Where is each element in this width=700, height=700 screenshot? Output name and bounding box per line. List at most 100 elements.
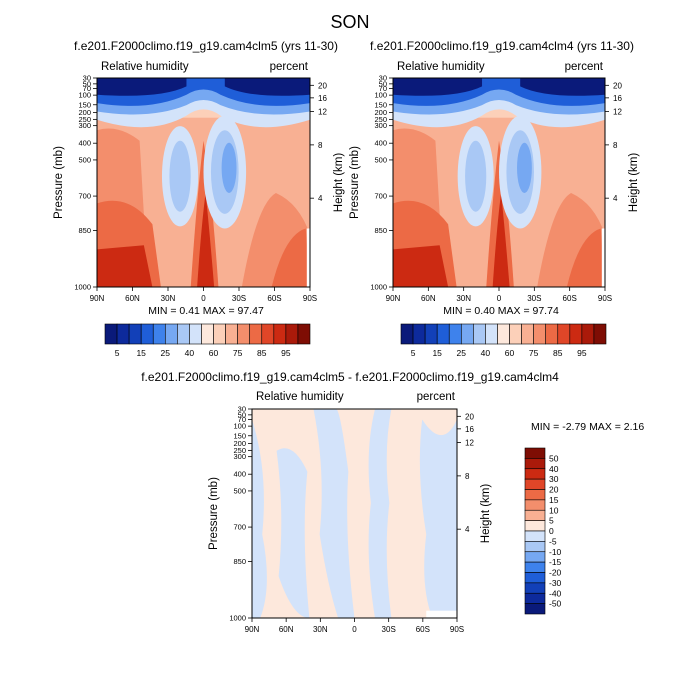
colorbar-swatch	[249, 323, 263, 345]
x-tick-label: 90N	[245, 625, 260, 634]
y-tick-label: 700	[78, 192, 91, 201]
y-right-tick-label: 4	[318, 194, 323, 203]
colorbar-label: 95	[281, 348, 291, 358]
colorbar-swatch	[412, 323, 426, 345]
y-tick-label: 50	[379, 79, 387, 88]
x-tick-label: 60S	[416, 625, 430, 634]
colorbar-swatch	[524, 509, 546, 521]
panel-title: f.e201.F2000climo.f19_g19.cam4clm4 (yrs …	[370, 39, 634, 53]
x-tick-label: 30N	[313, 625, 328, 634]
colorbar-swatch	[524, 561, 546, 573]
colorbar-swatch	[116, 323, 130, 345]
colorbar-swatch	[509, 323, 522, 345]
y-tick-label: 70	[379, 84, 387, 93]
colorbar-swatch	[261, 323, 275, 345]
colorbar-label: 85	[257, 348, 267, 358]
y-tick-label: 100	[78, 91, 91, 100]
panel-title: f.e201.F2000climo.f19_g19.cam4clm5 - f.e…	[141, 370, 559, 384]
y-axis-title: Pressure (mb)	[208, 477, 220, 550]
y-right-tick-label: 4	[613, 194, 618, 203]
colorbar-label: 40	[185, 348, 195, 358]
colorbar-swatch	[524, 551, 546, 563]
colorbar-swatch	[297, 323, 311, 345]
field-itcz-core	[197, 192, 215, 287]
colorbar-swatch	[460, 323, 474, 345]
field-subsidence-sh-core	[517, 142, 532, 193]
colorbar-label: 40	[549, 464, 559, 474]
field-nh-surface-dark	[97, 245, 153, 287]
colorbar-label: 60	[505, 348, 515, 358]
units-label: percent	[565, 61, 604, 73]
y-tick-label: 1000	[74, 283, 91, 292]
x-tick-label: 90S	[303, 294, 317, 303]
colorbar-swatch	[524, 499, 546, 511]
x-tick-label: 0	[352, 625, 357, 634]
y-tick-label: 500	[233, 486, 246, 495]
colorbar-label: 5	[411, 348, 416, 358]
y-tick-label: 500	[374, 155, 387, 164]
colorbar-label: 75	[233, 348, 243, 358]
colorbar-label: 30	[549, 474, 559, 484]
colorbar-swatch	[152, 323, 166, 345]
colorbar-label: -30	[549, 578, 562, 588]
y-tick-label: 1000	[229, 614, 246, 623]
y-tick-label: 850	[374, 226, 387, 235]
colorbar-swatch	[177, 323, 190, 345]
x-tick-label: 30S	[382, 625, 396, 634]
y-right-tick-label: 12	[318, 107, 327, 116]
colorbar-swatch	[569, 323, 583, 345]
field-sh-surface	[566, 228, 605, 287]
x-tick-label: 90N	[90, 294, 105, 303]
y-tick-label: 30	[238, 405, 246, 414]
colorbar-swatch	[400, 323, 414, 345]
colorbar-swatch	[436, 323, 450, 345]
contour-field	[252, 409, 457, 618]
y-tick-label: 850	[233, 557, 246, 566]
x-tick-label: 30N	[161, 294, 176, 303]
y-tick-label: 300	[78, 121, 91, 130]
min-max-stats: MIN = 0.41 MAX = 97.47	[148, 305, 264, 317]
y-right-tick-label: 16	[465, 425, 474, 434]
y-tick-label: 30	[83, 74, 91, 83]
variable-label: Relative humidity	[397, 61, 485, 73]
colorbar: 5 15 25 40 60 75 85 95	[104, 323, 311, 358]
panel-title: f.e201.F2000climo.f19_g19.cam4clm5 (yrs …	[74, 39, 338, 53]
colorbar-swatch	[557, 323, 571, 345]
field-upper-sh-dry	[520, 78, 605, 96]
x-tick-label: 90S	[450, 625, 464, 634]
colorbar: 5 15 25 40 60 75 85 95	[400, 323, 607, 358]
field-upper-sh-dry	[224, 78, 310, 96]
colorbar-swatch	[225, 323, 238, 345]
y-tick-label: 500	[78, 155, 91, 164]
colorbar-label: 75	[529, 348, 539, 358]
colorbar-label: 95	[577, 348, 587, 358]
diff-negative-region-1	[252, 419, 267, 618]
colorbar-swatch	[424, 323, 438, 345]
x-tick-label: 60N	[279, 625, 294, 634]
colorbar-swatch	[524, 582, 546, 594]
y-tick-label: 70	[238, 415, 246, 424]
x-tick-label: 0	[497, 294, 502, 303]
colorbar-swatch	[448, 323, 462, 345]
y-tick-label: 850	[78, 226, 91, 235]
field-upper-nh-dry	[97, 78, 187, 96]
colorbar-label: 15	[432, 348, 442, 358]
field-subsidence-sh-core	[221, 142, 237, 193]
colorbar-swatch	[273, 323, 287, 345]
y-tick-label: 1000	[370, 283, 387, 292]
colorbar-label: 15	[549, 495, 559, 505]
diff-topography-mask	[426, 610, 457, 618]
panel-3: f.e201.F2000climo.f19_g19.cam4clm5 - f.e…	[141, 370, 644, 634]
colorbar-label: 25	[457, 348, 467, 358]
y-tick-label: 400	[374, 139, 387, 148]
colorbar-swatch	[140, 323, 154, 345]
colorbar-swatch	[285, 323, 299, 345]
y-right-tick-label: 8	[465, 472, 470, 481]
diff-negative-region-3	[313, 409, 355, 618]
colorbar-swatch	[524, 478, 546, 490]
colorbar-swatch	[524, 530, 546, 542]
y-tick-label: 250	[233, 446, 246, 455]
colorbar-swatch	[593, 323, 607, 345]
units-label: percent	[270, 61, 309, 73]
